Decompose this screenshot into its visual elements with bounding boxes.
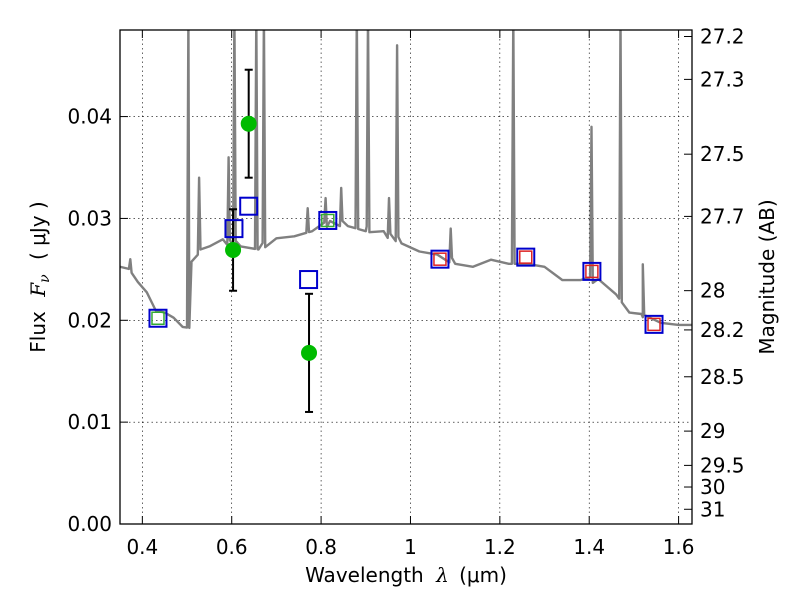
y-axis-title: Flux Fν ( μJy ) — [26, 201, 54, 352]
model-photometry-square — [148, 308, 168, 328]
observed-point — [301, 344, 318, 361]
model-photometry — [148, 196, 664, 334]
inner-red-square — [647, 317, 661, 332]
y-axis-symbol: F — [26, 282, 50, 298]
inner-green-square — [151, 311, 165, 326]
x-axis-lambda: λ — [435, 563, 449, 587]
x-tick-label: 1.4 — [573, 535, 605, 559]
right-y-tick-label: 27.7 — [700, 204, 745, 228]
right-y-tick-label: 28 — [700, 279, 725, 303]
y-tick-label: 0.00 — [67, 512, 112, 536]
right-y-tick-label: 27.2 — [700, 24, 745, 48]
model-photometry-square — [318, 210, 338, 230]
x-tick-label: 0.4 — [126, 535, 158, 559]
plot-frame — [119, 29, 693, 525]
y-axis-unit: ( μJy ) — [26, 201, 50, 260]
x-axis-title-prefix: Wavelength — [305, 563, 424, 587]
y-tick-label: 0.01 — [67, 410, 112, 434]
observed-point — [225, 242, 242, 259]
axis-ticks: 0.4 0.6 0.8 1 1.2 1.4 1.6 0.00 0.01 0.02 0.03 0.04 2… — [67, 24, 744, 559]
right-y-tick-label: 30 — [700, 475, 725, 499]
inner-red-square — [433, 252, 447, 266]
model-photometry-square — [239, 196, 259, 216]
y-axis-title-prefix: Flux — [26, 311, 50, 353]
model-photometry-square — [224, 219, 244, 239]
model-photometry-square — [299, 270, 319, 290]
right-axis-title: Magnitude (AB) — [755, 199, 779, 354]
y-tick-label: 0.03 — [67, 206, 112, 230]
model-photometry-square — [430, 249, 450, 269]
inner-red-square — [519, 250, 533, 264]
inner-green-square — [321, 213, 335, 228]
model-photometry-square — [582, 261, 602, 281]
x-tick-label: 0.6 — [216, 535, 248, 559]
model-photometry-square — [644, 314, 664, 334]
model-spectrum — [120, 30, 692, 330]
x-tick-label: 0.8 — [305, 535, 337, 559]
y-axis-subscript: ν — [37, 274, 53, 283]
x-tick-label: 1.2 — [484, 535, 516, 559]
right-y-tick-label: 29.5 — [700, 453, 745, 477]
x-axis-title: Wavelength λ (μm) — [305, 563, 507, 587]
right-y-tick-label: 31 — [700, 497, 725, 521]
y-tick-label: 0.04 — [67, 105, 112, 129]
x-tick-label: 1.6 — [663, 535, 695, 559]
x-axis-unit: (μm) — [459, 563, 507, 587]
model-photometry-square — [516, 247, 536, 267]
x-tick-label: 1 — [404, 535, 417, 559]
observed-photometry — [225, 68, 318, 413]
right-y-tick-label: 28.5 — [700, 365, 745, 389]
right-y-tick-label: 27.5 — [700, 142, 745, 166]
y-tick-label: 0.02 — [67, 308, 112, 332]
spectrum-line — [120, 30, 692, 330]
inner-red-square — [585, 264, 599, 279]
observed-point — [240, 115, 257, 132]
right-y-tick-label: 28.2 — [700, 318, 745, 342]
right-y-tick-label: 29 — [700, 419, 725, 443]
right-y-tick-label: 27.3 — [700, 67, 745, 91]
